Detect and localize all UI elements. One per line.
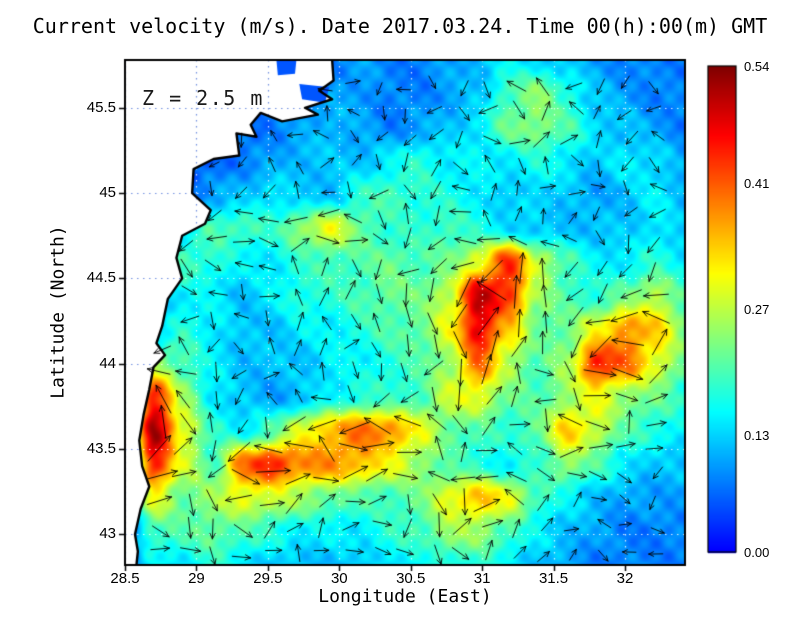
x-tick-label: 29.5 xyxy=(253,570,283,587)
colorbar-tick-label: 0.54 xyxy=(744,59,770,74)
x-tick-label: 31.5 xyxy=(538,570,569,587)
x-tick-label: 28.5 xyxy=(110,570,140,587)
x-tick-label: 30.5 xyxy=(396,570,426,587)
colorbar-tick-label: 0.27 xyxy=(744,302,770,317)
x-tick-label: 32 xyxy=(616,570,634,587)
y-tick-label: 43 xyxy=(99,525,116,543)
colorbar-tick-label: 0.41 xyxy=(744,176,770,191)
depth-annotation: Z = 2.5 m xyxy=(142,86,264,110)
colorbar-tick-label: 0.13 xyxy=(744,428,770,443)
y-tick-label: 45 xyxy=(99,184,116,202)
chart-title: Current velocity (m/s). Date 2017.03.24.… xyxy=(32,14,768,38)
y-tick-label: 43.5 xyxy=(86,439,116,457)
x-tick-label: 29 xyxy=(188,570,205,587)
x-tick-label: 30 xyxy=(330,570,348,587)
y-tick-label: 44.5 xyxy=(86,269,116,287)
x-axis-label: Longitude (East) xyxy=(318,586,492,607)
y-axis-label: Latitude (North) xyxy=(47,225,69,399)
y-tick-label: 45.5 xyxy=(86,98,116,116)
colorbar-tick-label: 0.00 xyxy=(744,545,770,560)
x-tick-label: 31 xyxy=(473,570,491,587)
y-tick-label: 44 xyxy=(99,354,116,372)
